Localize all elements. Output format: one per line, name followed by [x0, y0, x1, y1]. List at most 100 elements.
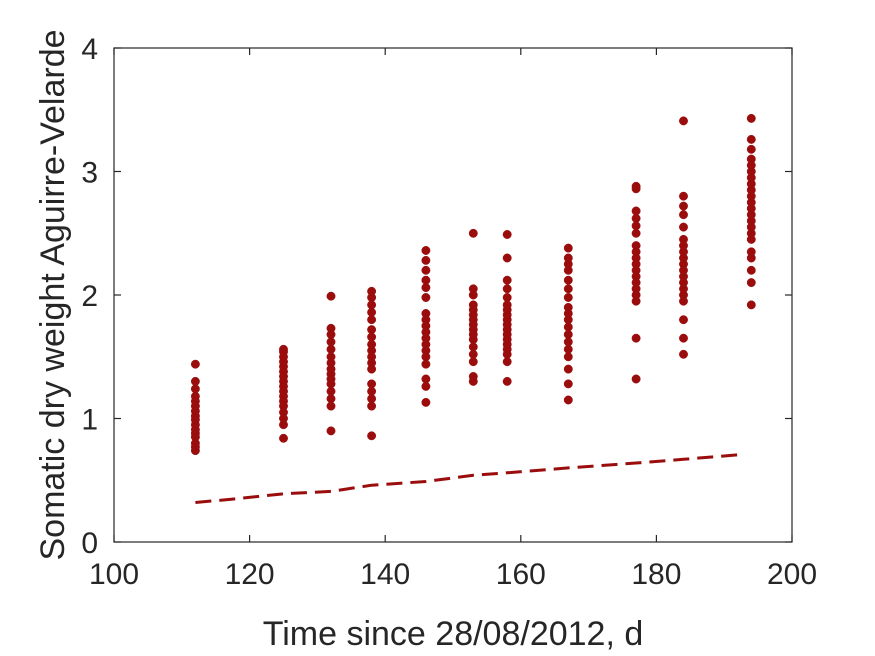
data-point [746, 154, 756, 164]
data-point [367, 401, 377, 411]
data-point [563, 302, 573, 312]
data-point [421, 397, 431, 407]
data-point [679, 333, 688, 343]
series-line-group [195, 452, 745, 504]
x-tick-label: 200 [767, 558, 817, 591]
x-tick-label: 100 [89, 558, 139, 591]
data-point [367, 339, 377, 349]
data-point [421, 359, 431, 369]
data-point [326, 323, 336, 333]
data-point [502, 376, 512, 386]
data-point [468, 372, 478, 381]
data-point [502, 275, 512, 285]
y-tick-label: 1 [81, 404, 98, 437]
data-point [563, 395, 573, 405]
data-point [746, 144, 756, 154]
data-point [190, 359, 200, 369]
data-point [326, 337, 336, 347]
data-point [367, 379, 377, 389]
data-point [679, 349, 688, 359]
y-tick-label: 2 [81, 280, 98, 313]
x-tick-label: 180 [631, 558, 681, 591]
data-point [502, 357, 512, 367]
data-point [631, 181, 641, 191]
data-point [563, 253, 573, 263]
data-point [563, 352, 573, 362]
series-points-group [190, 113, 756, 456]
data-point [563, 379, 573, 389]
data-point [421, 309, 431, 318]
data-point [421, 293, 431, 302]
data-point [421, 283, 431, 293]
data-point [367, 307, 377, 317]
data-point [631, 213, 641, 223]
data-point [563, 337, 573, 347]
y-tick-label: 0 [81, 527, 98, 560]
x-axis-ticks: 100 120 140 160 180 200 [89, 48, 817, 591]
data-point [468, 342, 478, 352]
data-point [367, 300, 377, 310]
data-point [502, 230, 512, 239]
data-point [326, 344, 336, 354]
data-point [631, 241, 641, 251]
data-point [679, 234, 688, 244]
data-point [421, 246, 431, 255]
plot-area [113, 47, 793, 543]
data-point [502, 300, 512, 310]
data-point [367, 325, 377, 335]
data-point [468, 228, 478, 238]
data-point [746, 134, 756, 144]
data-point [326, 394, 336, 404]
data-point [679, 191, 688, 201]
data-point [367, 386, 377, 396]
data-point [679, 222, 688, 232]
data-point [679, 315, 688, 325]
x-tick-label: 140 [360, 558, 410, 591]
data-point [326, 352, 336, 362]
data-point [468, 357, 478, 367]
data-point [190, 384, 200, 394]
y-axis-ticks: 0 1 2 3 4 [81, 33, 792, 560]
data-point [746, 247, 756, 257]
data-point [190, 391, 200, 401]
data-point [367, 315, 377, 325]
y-tick-label: 3 [81, 157, 98, 190]
data-point [563, 284, 573, 294]
data-point [746, 300, 756, 310]
y-axis-label: Somatic dry weight Aguirre-Velarde [34, 29, 72, 560]
data-point [326, 401, 336, 411]
data-point [563, 364, 573, 374]
data-point [421, 374, 431, 384]
data-point [367, 431, 377, 441]
data-point [631, 206, 641, 216]
data-point [746, 265, 756, 275]
data-point [502, 253, 512, 263]
data-point [279, 433, 288, 443]
data-point [631, 221, 641, 231]
data-point [279, 344, 288, 354]
data-point [468, 284, 478, 294]
data-point [631, 374, 641, 384]
data-point [563, 322, 573, 332]
data-point [502, 293, 512, 302]
data-point [367, 286, 377, 296]
data-point [679, 116, 688, 126]
data-point [563, 344, 573, 354]
data-point [563, 275, 573, 285]
data-point [326, 426, 336, 436]
data-point [468, 349, 478, 359]
x-tick-label: 160 [496, 558, 546, 591]
data-point [631, 228, 641, 238]
y-tick-label: 4 [81, 33, 98, 66]
data-point [679, 210, 688, 220]
data-point [190, 376, 200, 386]
data-point [421, 275, 431, 285]
data-point [421, 381, 431, 391]
data-point [421, 265, 431, 275]
data-point [631, 333, 641, 343]
data-point [367, 394, 377, 404]
data-point [746, 113, 756, 123]
data-point [563, 243, 573, 253]
data-point [468, 300, 478, 310]
